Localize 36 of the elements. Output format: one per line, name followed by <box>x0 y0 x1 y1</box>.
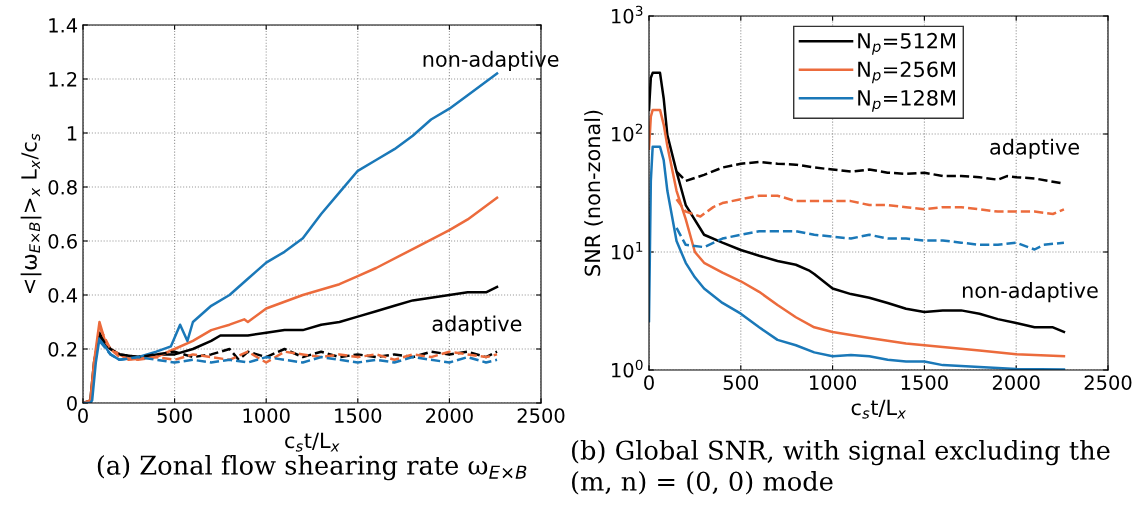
y-axis-title: <|ω$_{E×B}$|>$_{x}$ L$_{x}$/c$_{s}$ <box>20 133 42 294</box>
x-tick-label: 500 <box>723 375 759 390</box>
x-tick-label: 0 <box>78 408 88 423</box>
x-tick-label: 1500 <box>901 375 948 390</box>
y-tick-label: 1.2 <box>49 71 77 87</box>
y-tick-label: 10$^{1}$ <box>612 241 643 260</box>
x-tick-label: 2500 <box>517 408 565 423</box>
x-tick-label: 1000 <box>243 408 290 423</box>
x-tick-label: 2000 <box>992 375 1040 390</box>
y-tick-label: 0.2 <box>48 341 77 357</box>
x-tick-label: 1500 <box>335 408 382 423</box>
x-tick-label: 2000 <box>426 408 473 423</box>
y-tick-label: 1 <box>67 126 77 141</box>
y-tick-label: 10$^{3}$ <box>612 5 643 24</box>
legend-label: N$_{p}$=256M <box>858 61 955 84</box>
annotation: non-adaptive <box>962 282 1098 303</box>
x-axis-title: c$_{s}$t/L$_{x}$ <box>285 432 340 452</box>
y-tick-label: 10$^{2}$ <box>612 123 643 142</box>
x-tick-label: 1000 <box>809 375 857 390</box>
legend-label: N$_{p}$=512M <box>858 32 955 55</box>
y-tick-label: 0.8 <box>48 179 77 195</box>
text: (b) Global SNR, with signal excluding the (m, n) = (0, 0) mode <box>572 440 1110 495</box>
y-tick-label: 1.4 <box>49 18 78 33</box>
y-axis-title: SNR (non-zonal) <box>584 110 603 276</box>
text: (a) Zonal flow shearing rate ω$_{E×B}$ <box>97 455 527 481</box>
legend-label: N$_{p}$=128M <box>858 89 955 112</box>
annotation: adaptive <box>432 315 522 336</box>
x-axis-title: c$_{s}$t/L$_{x}$ <box>851 399 907 419</box>
x-tick-label: 500 <box>157 408 192 423</box>
x-tick-label: 2500 <box>1084 375 1132 390</box>
y-tick-label: 0 <box>67 395 77 411</box>
x-tick-label: 0 <box>644 375 654 390</box>
y-tick-label: 0.4 <box>48 287 78 303</box>
annotation: adaptive <box>990 138 1079 159</box>
y-tick-label: 0.6 <box>48 233 77 249</box>
y-tick-label: 10$^{0}$ <box>612 359 643 378</box>
